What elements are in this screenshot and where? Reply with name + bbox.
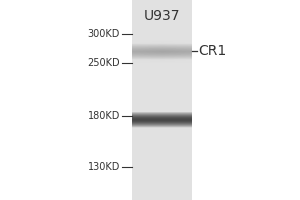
Text: 130KD: 130KD — [88, 162, 120, 172]
Text: 180KD: 180KD — [88, 111, 120, 121]
Text: 300KD: 300KD — [88, 29, 120, 39]
Text: CR1: CR1 — [198, 44, 226, 58]
Text: U937: U937 — [144, 9, 180, 23]
Text: 250KD: 250KD — [87, 58, 120, 68]
